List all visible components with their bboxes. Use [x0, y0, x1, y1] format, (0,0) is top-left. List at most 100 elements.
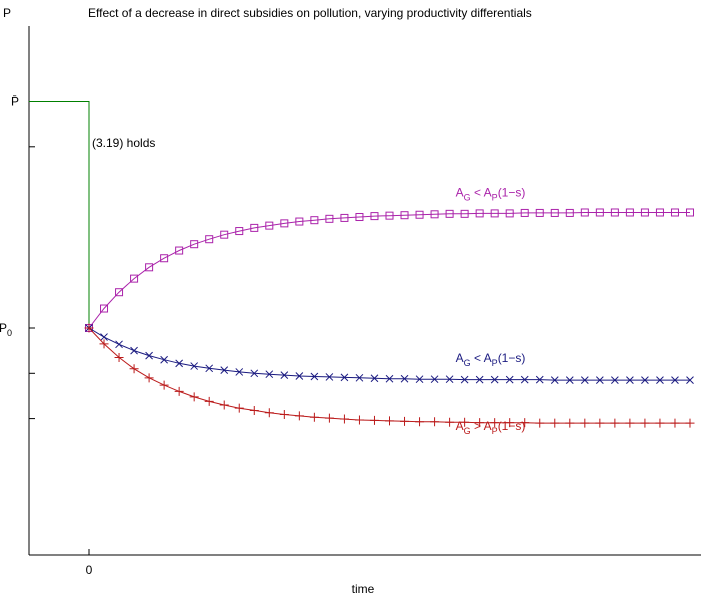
series-point-x	[460, 375, 469, 384]
series-point-square	[686, 208, 694, 217]
series-point-plus	[415, 417, 425, 427]
series-point-plus	[640, 418, 650, 428]
series-point-square	[520, 208, 529, 217]
series-point-x	[505, 375, 514, 384]
series-point-square	[160, 254, 169, 263]
series-point-plus	[129, 364, 139, 374]
series-point-square	[670, 208, 679, 217]
series-point-square	[355, 213, 364, 222]
series-group	[28, 101, 695, 428]
series-point-x	[145, 351, 153, 360]
annotation-label: AG > AP(1−s)	[456, 419, 526, 436]
series-point-square	[175, 246, 184, 255]
series-point-x	[130, 346, 138, 355]
series-point-plus	[655, 418, 665, 428]
series-point-plus	[490, 418, 500, 428]
series-point-x	[490, 375, 499, 384]
series-point-x	[190, 362, 199, 370]
series-point-plus	[309, 412, 319, 422]
series-point-x	[115, 340, 123, 349]
series-point-x	[671, 376, 679, 384]
series-point-plus	[264, 408, 274, 418]
y-axis-label: P	[3, 6, 11, 20]
series-point-plus	[174, 386, 184, 396]
series-point-x	[520, 375, 529, 384]
x-tick-label: 0	[86, 563, 93, 577]
series-point-plus	[670, 418, 680, 428]
series-point-x	[175, 359, 184, 368]
series-point-x	[160, 355, 168, 364]
series-point-x	[595, 376, 604, 384]
series-point-square	[280, 219, 289, 228]
series-point-square	[580, 208, 589, 217]
series-point-plus	[475, 418, 485, 428]
series-point-x	[430, 375, 439, 384]
series-point-x	[611, 376, 619, 384]
series-point-x	[550, 376, 559, 384]
series-point-square	[490, 209, 499, 218]
annotations-group: (3.19) holds AG < AP(1−s) AG < AP(1−s) AG >…	[92, 136, 525, 436]
series-point-square	[595, 208, 604, 217]
series-point-plus	[445, 417, 455, 427]
series-point-plus	[84, 323, 94, 333]
series-point-square	[385, 211, 394, 220]
series-point-square	[445, 209, 454, 218]
series-line	[88, 327, 690, 381]
series-point-square	[430, 210, 439, 219]
series-point-square	[655, 208, 664, 217]
series-point-square	[295, 217, 304, 226]
series-point-square	[235, 227, 244, 236]
annotation-label: AG < AP(1−s)	[456, 186, 526, 203]
series-line	[28, 101, 90, 328]
series-point-square	[220, 230, 229, 239]
series-point-plus	[505, 418, 515, 428]
series-point-square	[610, 208, 619, 217]
series-point-square	[100, 304, 109, 313]
series-point-square	[325, 214, 334, 223]
series-point-x	[656, 376, 664, 384]
series-point-plus	[339, 414, 349, 424]
series-point-plus	[610, 418, 620, 428]
series-point-plus	[550, 418, 560, 428]
series-point-plus	[219, 400, 229, 410]
series-point-x	[355, 373, 364, 382]
series-point-square	[625, 208, 634, 217]
series-point-square	[310, 216, 319, 225]
series-point-x	[265, 370, 274, 379]
series-point-x	[475, 375, 484, 384]
series-point-square	[370, 212, 379, 221]
series-point-x	[385, 374, 394, 383]
annotation-label: AG < AP(1−s)	[456, 351, 526, 368]
series-point-plus	[565, 418, 575, 428]
series-point-plus	[234, 403, 244, 413]
series-point-square	[145, 263, 154, 272]
annotation-label: (3.19) holds	[92, 136, 155, 150]
series-point-x	[325, 373, 334, 381]
series-point-square	[250, 223, 259, 232]
y-tick-label: P0	[0, 321, 12, 338]
series-point-plus	[595, 418, 605, 428]
series-point-x	[340, 373, 349, 382]
series-point-plus	[625, 418, 635, 428]
series-point-square	[415, 210, 424, 219]
series-point-x	[205, 364, 214, 373]
series-point-plus	[385, 416, 394, 426]
series-point-plus	[400, 416, 410, 426]
series-point-plus	[249, 405, 259, 415]
series-point-x	[100, 333, 108, 341]
series-point-plus	[535, 418, 545, 428]
series-point-plus	[144, 373, 154, 383]
series-point-plus	[369, 415, 379, 425]
series-point-square	[565, 208, 574, 217]
series-line	[88, 212, 690, 329]
x-axis-label: time	[352, 582, 375, 596]
series-point-plus	[324, 413, 334, 423]
series-point-square	[130, 274, 139, 283]
series-point-x	[295, 372, 304, 380]
series-point-square	[505, 209, 514, 218]
series-point-plus	[430, 417, 440, 427]
series-point-x	[250, 369, 259, 378]
series-point-square	[640, 208, 649, 217]
series-point-square	[265, 221, 274, 230]
